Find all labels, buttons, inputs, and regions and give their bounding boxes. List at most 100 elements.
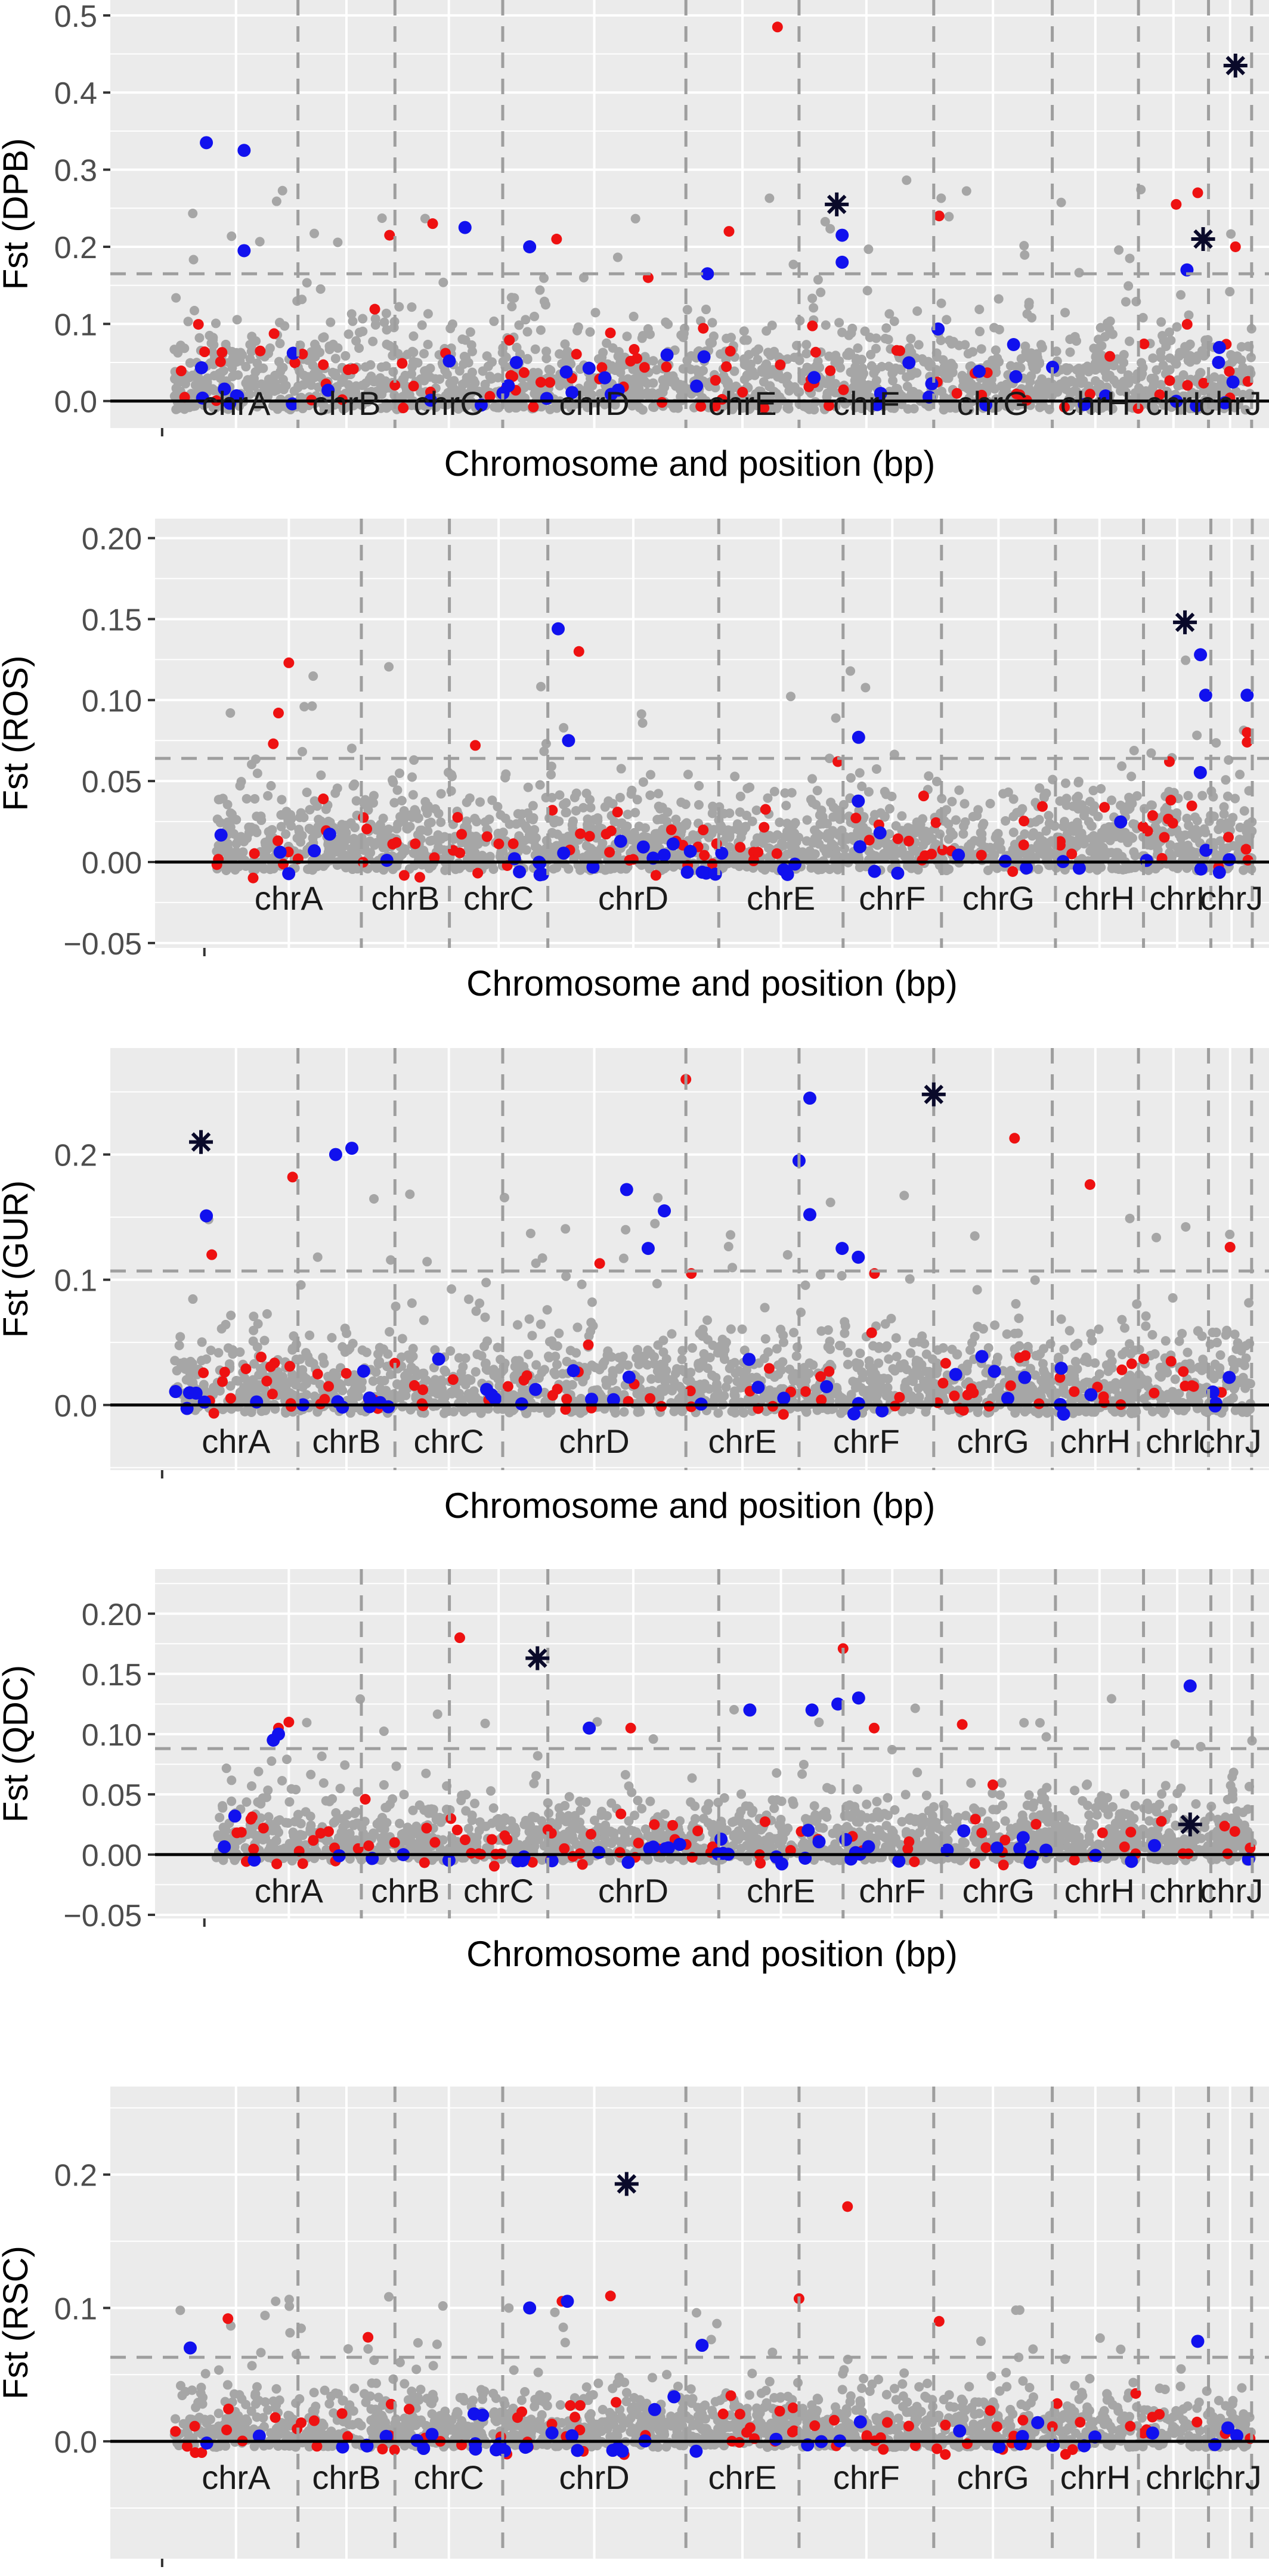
background-point: [963, 349, 973, 359]
background-point: [889, 367, 899, 377]
background-point: [346, 309, 357, 319]
background-point: [1152, 365, 1162, 375]
background-point: [746, 359, 756, 369]
background-point: [1019, 241, 1029, 251]
background-point: [1185, 357, 1195, 367]
background-point: [330, 354, 341, 364]
background-point: [936, 193, 946, 203]
background-point: [292, 833, 302, 843]
background-point: [527, 1331, 537, 1341]
background-point: [784, 386, 794, 396]
background-point: [363, 805, 373, 815]
red-point: [737, 386, 748, 398]
background-point: [1058, 822, 1069, 832]
background-point: [787, 788, 797, 798]
background-point: [489, 316, 499, 326]
panel-3: chrA chrB chrC chrD chrE chrF chrG chrH chrIchrJ…: [0, 1048, 1269, 1526]
background-point: [325, 817, 335, 827]
background-point: [417, 320, 427, 330]
background-point: [209, 340, 219, 350]
blue-outlier-point: [200, 136, 213, 150]
blue-point: [218, 382, 231, 396]
background-point: [1045, 1339, 1056, 1349]
background-point: [188, 401, 199, 411]
background-point: [324, 844, 334, 854]
red-point: [1058, 401, 1070, 413]
background-point: [171, 293, 181, 303]
background-point: [613, 351, 623, 361]
background-point: [235, 834, 245, 844]
background-point: [1129, 819, 1140, 829]
blue-point: [214, 828, 228, 842]
background-point: [1238, 389, 1248, 399]
background-point: [705, 1353, 715, 1363]
background-point: [889, 749, 899, 760]
background-point: [1156, 352, 1166, 362]
background-point: [855, 768, 865, 778]
background-point: [739, 1345, 750, 1355]
background-point: [658, 1359, 668, 1369]
background-point: [951, 815, 961, 825]
background-point: [827, 385, 837, 395]
background-point: [915, 820, 926, 830]
background-point: [482, 824, 492, 834]
background-point: [892, 1351, 902, 1362]
background-point: [721, 1382, 731, 1392]
background-point: [598, 1359, 608, 1369]
background-point: [840, 1328, 850, 1338]
background-point: [1186, 853, 1196, 863]
background-point: [861, 683, 871, 693]
background-point: [1184, 310, 1194, 320]
background-point: [1190, 833, 1200, 843]
background-point: [875, 808, 886, 818]
background-point: [248, 1336, 258, 1346]
red-point: [507, 371, 519, 382]
background-point: [408, 331, 419, 341]
red-point: [484, 390, 496, 402]
blue-point: [1193, 765, 1207, 779]
background-point: [694, 781, 704, 791]
background-point: [1221, 775, 1231, 785]
background-point: [629, 311, 639, 321]
background-point: [315, 284, 326, 294]
background-point: [906, 334, 916, 344]
background-point: [621, 1225, 631, 1235]
background-point: [460, 377, 471, 388]
background-point: [313, 822, 323, 832]
red-point: [1104, 351, 1116, 362]
x-axis-title: Chromosome and position (bp): [444, 444, 936, 483]
background-point: [189, 306, 199, 316]
background-point: [652, 365, 662, 375]
background-point: [1094, 334, 1104, 345]
background-point: [1103, 318, 1113, 328]
background-point: [441, 1367, 451, 1377]
background-point: [1156, 380, 1166, 390]
background-point: [592, 850, 602, 860]
background-point: [394, 302, 404, 312]
background-point: [475, 1298, 485, 1309]
background-point: [1226, 229, 1236, 239]
chromosome-label: chrD: [559, 385, 629, 422]
background-point: [590, 308, 601, 318]
background-point: [818, 812, 828, 822]
y-tick-label: 0.1: [54, 308, 97, 342]
background-point: [729, 366, 739, 376]
background-point: [478, 366, 488, 376]
background-point: [702, 1363, 713, 1374]
background-point: [931, 776, 942, 786]
background-point: [559, 723, 569, 733]
background-point: [215, 817, 225, 827]
blue-outlier-point: [523, 240, 537, 253]
red-point: [1167, 817, 1178, 829]
red-point: [575, 828, 586, 839]
red-point: [1182, 380, 1193, 391]
background-point: [642, 832, 652, 842]
red-point: [926, 848, 937, 860]
background-point: [763, 793, 773, 803]
background-point: [434, 808, 444, 819]
background-point: [1125, 1371, 1135, 1381]
background-point: [423, 367, 433, 377]
background-point: [974, 305, 985, 315]
background-point: [1220, 823, 1230, 833]
red-point: [389, 380, 401, 391]
